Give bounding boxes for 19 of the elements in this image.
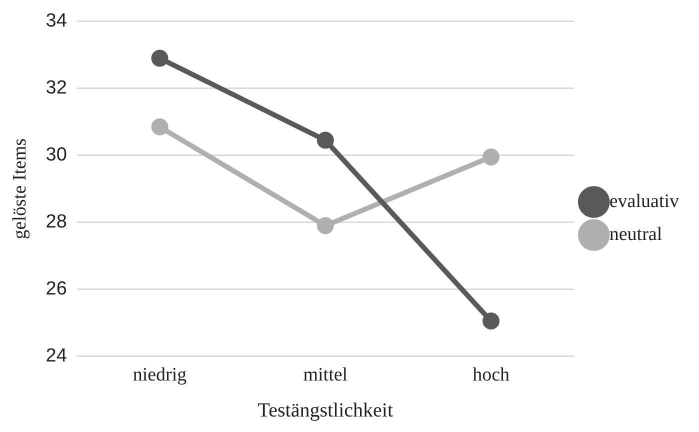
x-tick-label: mittel xyxy=(303,364,348,386)
x-axis-title: Testängstlichkeit xyxy=(258,399,394,422)
x-tick-label: hoch xyxy=(472,364,510,386)
point xyxy=(151,118,168,136)
point xyxy=(316,217,334,234)
y-tick-label: 32 xyxy=(46,78,67,99)
point xyxy=(316,132,334,149)
x-tick-label: niedrig xyxy=(132,364,188,386)
y-tick-label: 26 xyxy=(46,278,67,300)
y-tick-label: 24 xyxy=(46,345,68,366)
point xyxy=(151,50,168,67)
y-tick-label: 34 xyxy=(46,10,68,32)
point xyxy=(482,312,500,330)
y-tick-label: 30 xyxy=(46,144,67,166)
y-tick-label: 28 xyxy=(46,212,67,233)
legend-label: evaluativ xyxy=(609,190,680,212)
point xyxy=(482,148,500,166)
y-axis-title: gelöste Items xyxy=(9,138,30,240)
legend-label: neutral xyxy=(609,224,662,245)
